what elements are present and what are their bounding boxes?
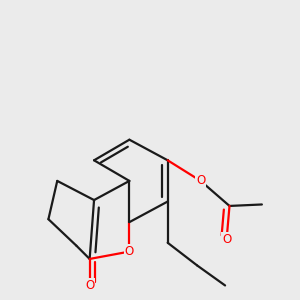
Text: O: O (85, 279, 94, 292)
Text: O: O (125, 245, 134, 258)
Text: O: O (196, 174, 205, 188)
Text: O: O (222, 233, 231, 246)
